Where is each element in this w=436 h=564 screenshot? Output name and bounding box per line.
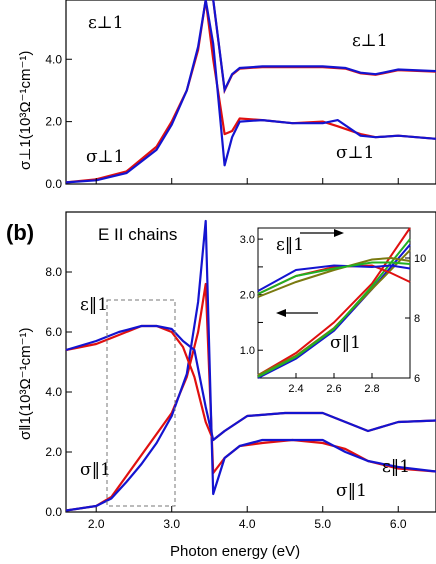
inset-frame (257, 227, 411, 379)
panel-a-series-1 (65, 0, 436, 184)
panel-a-eps-series-1 (212, 0, 436, 94)
panel-b-label-sigma-left: σ‖1 (80, 460, 111, 480)
panel-b-ytick-label-0: 0.0 (45, 505, 62, 519)
inset-eps-series-3 (257, 261, 411, 295)
inset-ytick-right-label-1: 8 (414, 313, 420, 325)
inset-ytick-left-label-4: 3.0 (240, 234, 255, 246)
panel-a: 0.0 2.0 4.0 σ⊥1(10³Ω⁻¹cm⁻¹) ε⊥1 ε⊥1 σ⊥1 σ⊥… (17, 0, 436, 191)
panel-a-label-eps-left: ε⊥1 (88, 13, 124, 33)
panel-a-ylabel: σ⊥1(10³Ω⁻¹cm⁻¹) (17, 51, 34, 170)
panel-a-label-sigma-right: σ⊥1 (336, 143, 374, 163)
panel-a-ticks: 0.0 2.0 4.0 (45, 52, 72, 191)
panel-b-ylabel: σ‖1(10³Ω⁻¹cm⁻¹) (17, 327, 34, 440)
panel-b-frame (65, 211, 436, 513)
inset-curves (257, 227, 411, 379)
panel-b-series-3 (65, 324, 436, 442)
inset-ticks: 2.4 2.6 2.8 1.0 2.0 3.0 6 8 10 (240, 234, 427, 395)
inset-ytick-right-label-0: 6 (414, 373, 420, 385)
panel-a-ytick-label-1: 2.0 (45, 115, 62, 129)
panel-b-label-eps-right: ε‖1 (382, 457, 410, 477)
inset-ytick-left-label-2: 2.0 (240, 290, 255, 302)
panel-b-tag: (b) (6, 220, 34, 245)
panel-b-xtick-label-3: 5.0 (314, 517, 331, 531)
inset-ytick-right-label-2: 10 (414, 253, 426, 265)
panel-b-label-sigma-right: σ‖1 (336, 481, 367, 501)
panel-a-label-eps-right: ε⊥1 (352, 31, 388, 51)
panel-b-title: E II chains (98, 225, 177, 244)
inset-xtick-label-0: 2.4 (288, 383, 303, 395)
inset-ytick-left-label-0: 1.0 (240, 345, 255, 357)
inset-xtick-label-2: 2.8 (364, 383, 379, 395)
panel-a-eps-series-0 (212, 0, 436, 95)
inset: 2.4 2.6 2.8 1.0 2.0 3.0 6 8 10 ε‖1 σ‖1 (240, 227, 427, 395)
zoom-region-box (106, 299, 176, 507)
panel-b-xtick-label-0: 2.0 (88, 517, 105, 531)
panel-a-frame (65, 0, 436, 185)
panel-b-ytick-label-4: 8.0 (45, 265, 62, 279)
panel-b-ytick-label-2: 4.0 (45, 385, 62, 399)
inset-arrow-left (276, 309, 318, 317)
inset-arrow-right (300, 229, 344, 237)
panel-b: 0.0 2.0 4.0 6.0 8.0 2.0 3.0 4.0 5.0 6.0 (b) E II … (6, 178, 436, 560)
panel-b-xlabel: Photon energy (eV) (170, 543, 300, 560)
inset-sigma-series-1 (257, 244, 411, 379)
panel-a-ytick-label-0: 0.0 (45, 177, 62, 191)
panel-b-ytick-label-1: 2.0 (45, 445, 62, 459)
panel-a-curves (65, 0, 436, 184)
inset-label-eps: ε‖1 (276, 235, 304, 255)
panel-b-xtick-label-2: 4.0 (239, 517, 256, 531)
panel-b-curves (65, 219, 436, 512)
panel-b-xtick-label-4: 6.0 (390, 517, 407, 531)
panel-b-label-eps-left: ε‖1 (80, 295, 108, 315)
panel-b-ytick-label-3: 6.0 (45, 325, 62, 339)
panel-a-label-sigma-left: σ⊥1 (86, 147, 124, 167)
inset-xtick-label-1: 2.6 (326, 383, 341, 395)
inset-label-sigma: σ‖1 (330, 333, 361, 353)
panel-a-ytick-label-2: 4.0 (45, 52, 62, 66)
panel-b-xtick-label-1: 3.0 (163, 517, 180, 531)
panel-b-series-1 (65, 219, 436, 512)
